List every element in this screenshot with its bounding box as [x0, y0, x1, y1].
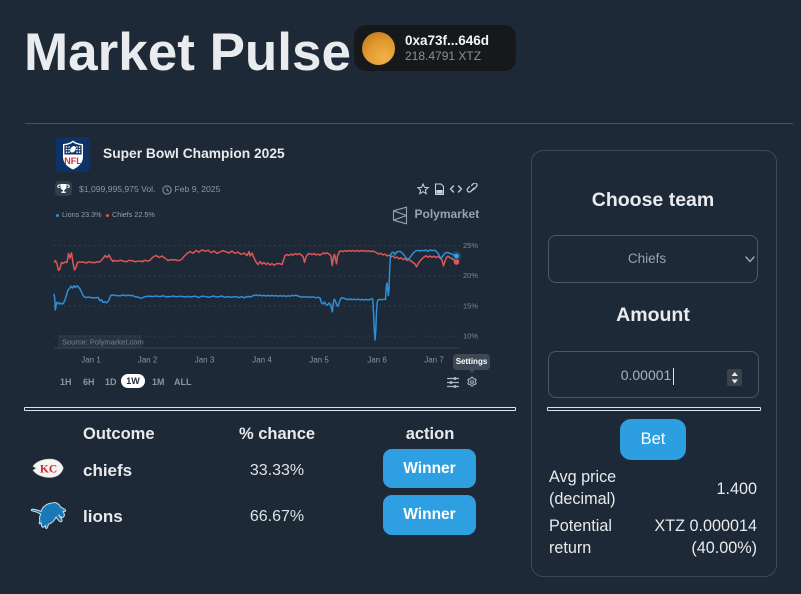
svg-text:KC: KC: [40, 464, 57, 476]
svg-text:25%: 25%: [463, 241, 478, 250]
svg-text:Jan 7: Jan 7: [424, 356, 444, 365]
svg-text:Source: Polymarket.com: Source: Polymarket.com: [62, 338, 144, 347]
svg-text:Jan 4: Jan 4: [252, 356, 272, 365]
svg-text:Jan 6: Jan 6: [367, 356, 387, 365]
svg-text:Jan 1: Jan 1: [81, 356, 101, 365]
svg-text:10%: 10%: [463, 332, 478, 341]
svg-text:15%: 15%: [463, 301, 478, 310]
svg-text:NFL: NFL: [64, 156, 82, 166]
svg-text:20%: 20%: [463, 271, 478, 280]
svg-text:Jan 5: Jan 5: [309, 356, 329, 365]
svg-text:Jan 2: Jan 2: [138, 356, 158, 365]
svg-text:Jan 3: Jan 3: [195, 356, 215, 365]
